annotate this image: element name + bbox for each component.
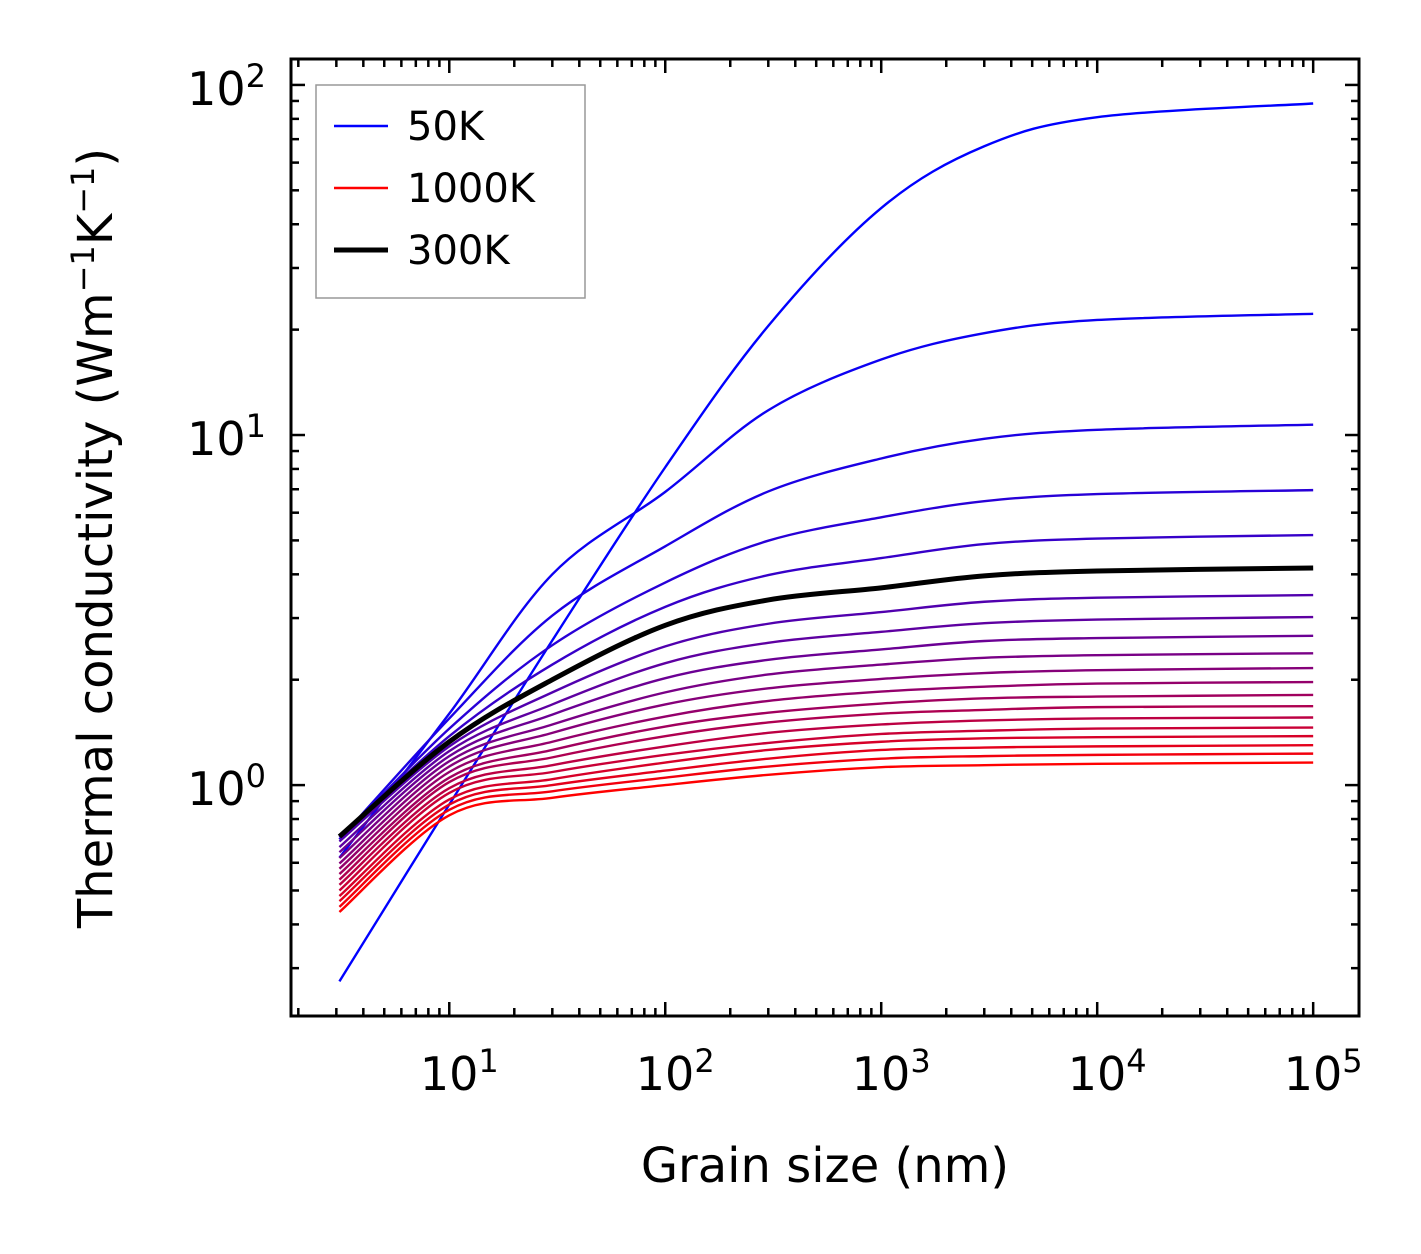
series-line-200K [338, 488, 1314, 841]
series-line-950K [338, 752, 1314, 908]
plot-curves [337, 102, 1314, 983]
legend-label: 50K [407, 104, 486, 150]
series-line-750K [338, 716, 1314, 886]
series-line-150K [338, 423, 1314, 841]
x-tick-label: 105 [1284, 1042, 1363, 1101]
y-axis-label: Thermal conductivity (Wm−1K−1) [64, 148, 124, 929]
y-tick-label: 100 [187, 757, 266, 816]
plot-frame [289, 57, 1361, 1018]
series-line-500K [338, 652, 1314, 859]
y-tick-label: 101 [187, 407, 266, 466]
x-tick-label: 104 [1068, 1042, 1147, 1101]
legend-label: 1000K [407, 166, 537, 212]
series-line-700K [338, 705, 1314, 881]
series-line-250K [338, 533, 1314, 839]
series-line-400K [338, 615, 1314, 849]
x-tick-label: 103 [852, 1042, 931, 1101]
series-line-300K [337, 565, 1314, 839]
series-line-100K [338, 312, 1314, 859]
series-line-800K [338, 726, 1314, 892]
y-tick-label: 102 [187, 57, 266, 116]
x-tick-label: 102 [636, 1042, 715, 1101]
x-tick-label: 101 [420, 1042, 499, 1101]
series-line-600K [338, 680, 1314, 870]
legend-box [315, 84, 586, 299]
series-line-650K [338, 693, 1314, 875]
series-line-450K [338, 634, 1314, 854]
x-axis-label: Grain size (nm) [641, 1138, 1009, 1194]
series-line-350K [338, 593, 1314, 843]
legend: 50K 1000K 300K [315, 84, 586, 299]
series-line-50K [338, 102, 1314, 983]
series-line-1000K [338, 761, 1314, 913]
legend-label: 300K [407, 228, 511, 274]
series-line-900K [338, 744, 1314, 903]
tick-labels: 101 102 103 104 105 100 101 102 [187, 57, 1363, 1101]
series-line-550K [338, 666, 1314, 865]
series-line-850K [338, 734, 1314, 897]
